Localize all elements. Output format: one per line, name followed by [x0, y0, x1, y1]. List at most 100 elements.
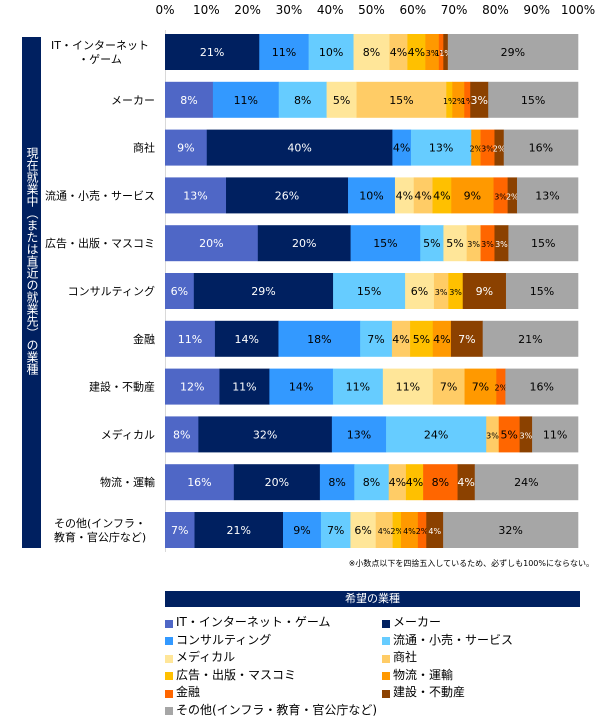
- bar-data-label: 14%: [234, 333, 258, 346]
- bar-segment: [392, 512, 402, 548]
- bar-segment: [426, 512, 444, 548]
- bar-segment: [165, 416, 199, 453]
- bar-data-label: 3%: [486, 431, 499, 440]
- bar-segment: [350, 512, 377, 548]
- bar-segment: [206, 129, 393, 166]
- bar-segment: [438, 34, 444, 70]
- bar-segment: [464, 81, 471, 118]
- bar-data-label: 3%: [495, 240, 508, 249]
- legend-label: コンサルティング: [176, 632, 272, 647]
- bar-data-label: 2%: [416, 527, 429, 536]
- bar-data-label: 3%: [494, 192, 507, 201]
- legend-item: 物流・運輸: [382, 666, 580, 684]
- bar-segment: [516, 177, 579, 214]
- bar-segment: [470, 81, 489, 118]
- bar-row: 21% 11% 10% 8% 4% 4% 3%1%1% 29%: [165, 34, 579, 70]
- bar-data-label: 1%: [461, 97, 474, 106]
- bar-data-label: 4%: [378, 527, 391, 536]
- bar-row: 11% 14% 18% 7% 4% 5% 4% 7% 21%: [165, 320, 579, 357]
- x-tick-label: 90%: [523, 3, 550, 17]
- bar-data-label: 2%: [470, 145, 483, 154]
- bar-segment: [466, 225, 481, 262]
- bar-data-label: 2%: [452, 97, 465, 106]
- bar-row: 20% 20% 15% 5% 5% 3% 3% 3% 15%: [165, 225, 579, 262]
- bar-data-label: 4%: [433, 333, 450, 346]
- bar-data-label: 4%: [393, 142, 410, 155]
- bar-data-label: 2%: [493, 145, 506, 154]
- bar-segment: [494, 129, 505, 166]
- x-tick-label: 10%: [193, 3, 220, 17]
- bar-data-label: 20%: [199, 237, 223, 250]
- bar-segment: [392, 129, 412, 166]
- bar-segment: [165, 177, 227, 214]
- x-tick-label: 60%: [399, 3, 426, 17]
- legend-item: 広告・出版・マスコミ: [165, 666, 382, 684]
- legend: 希望の業種 IT・インターネット・ゲーム メーカー コンサルティング 流通・小売・サー…: [165, 591, 580, 718]
- legend-label: 商社: [393, 650, 418, 665]
- bar-data-label: 2%: [506, 192, 519, 201]
- bar-segment: [451, 177, 494, 214]
- bar-data-label: 24%: [514, 476, 538, 489]
- bar-data-label: 1%: [439, 49, 452, 58]
- bar-data-label: 3%: [435, 288, 448, 297]
- bar-data-label: 8%: [173, 428, 190, 441]
- bar-data-label: 4%: [392, 333, 409, 346]
- bar-segment: [432, 320, 452, 357]
- bar-segment: [401, 512, 419, 548]
- bar-segment: [165, 81, 214, 118]
- legend-item: 商社: [382, 648, 580, 666]
- bar-data-label: 9%: [476, 285, 493, 298]
- bar-data-label: 7%: [171, 524, 188, 537]
- bar-segment: [410, 320, 434, 357]
- bar-data-label: 4%: [428, 527, 441, 536]
- bar-segment: [474, 464, 579, 501]
- bar-segment: [503, 129, 579, 166]
- bar-segment: [233, 464, 321, 501]
- bar-data-label: 3%: [481, 145, 494, 154]
- bar-data-label: 11%: [232, 381, 256, 394]
- bar-segment: [278, 81, 327, 118]
- legend-swatch-icon: [165, 689, 173, 698]
- bar-data-label: 32%: [498, 524, 522, 537]
- bar-segment: [405, 464, 424, 501]
- bar-data-label: 4%: [433, 189, 450, 202]
- bar-data-label: 4%: [403, 527, 416, 536]
- bar-segment: [257, 225, 351, 262]
- bar-segment: [360, 320, 393, 357]
- x-tick-label: 100%: [561, 3, 595, 17]
- bar-row: 7% 21% 9% 7% 6% 4% 2% 4% 2% 4% 32%: [165, 512, 579, 548]
- bar-segment: [494, 225, 509, 262]
- bar-segment: [388, 464, 407, 501]
- bar-data-label: 16%: [187, 476, 211, 489]
- bar-row: 12% 11% 14% 11% 11% 7% 7% 2% 16%: [165, 368, 579, 405]
- bar-data-label: 6%: [171, 285, 188, 298]
- bar-segment: [326, 81, 357, 118]
- legend-item: 建設・不動産: [382, 683, 580, 701]
- bar-segment: [447, 34, 579, 70]
- bar-data-label: 5%: [500, 428, 517, 441]
- bar-data-label: 4%: [414, 189, 431, 202]
- bar-data-label: 13%: [535, 189, 559, 202]
- bar-segment: [333, 273, 406, 309]
- bar-segment: [443, 34, 449, 70]
- bar-segment: [480, 225, 495, 262]
- bar-data-label: 1%: [443, 97, 456, 106]
- legend-swatch-icon: [382, 654, 390, 663]
- bar-data-label: 29%: [251, 285, 275, 298]
- bar-segment: [331, 416, 387, 453]
- legend-swatch-icon: [382, 637, 390, 646]
- bar-segment: [219, 368, 270, 405]
- bar-data-label: 11%: [234, 94, 258, 107]
- bar-segment: [464, 368, 497, 405]
- bar-data-label: 40%: [287, 142, 311, 155]
- legend-items: IT・インターネット・ゲーム メーカー コンサルティング 流通・小売・サービス メディカ…: [165, 613, 580, 718]
- category-label: IT・インターネット・ゲーム: [51, 39, 149, 66]
- bar-data-label: 11%: [272, 46, 296, 59]
- row-axis-header: 現在就業中（または直近の就業先）の業種: [22, 37, 41, 548]
- bar-segment: [269, 368, 334, 405]
- bar-segment: [480, 129, 495, 166]
- legend-label: その他(インフラ・教育・官公庁など): [176, 702, 378, 717]
- bar-segment: [452, 81, 465, 118]
- bar-segment: [450, 320, 483, 357]
- legend-title: 希望の業種: [165, 591, 580, 607]
